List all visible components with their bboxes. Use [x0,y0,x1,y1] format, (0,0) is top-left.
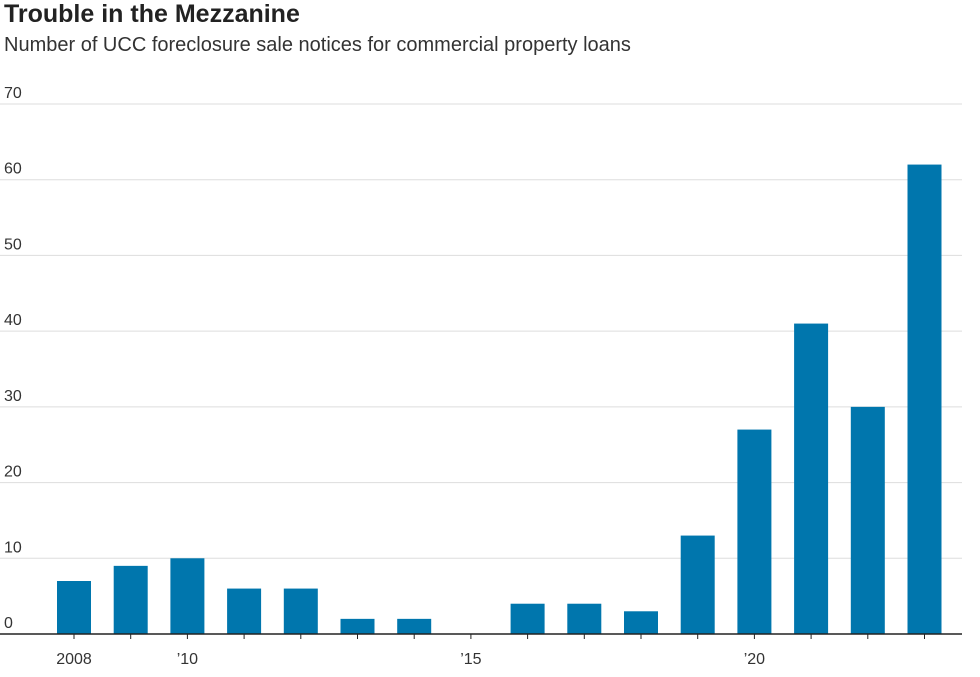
y-tick-label-0: 0 [4,615,13,632]
x-axis-ticks: 2008 ’10 ’15 ’20 [56,651,765,668]
y-tick-label-60: 60 [4,161,22,178]
bars [57,164,942,635]
x-tick-label-2010: ’10 [177,651,198,668]
bar-2023 [907,164,942,635]
bar-2008 [57,581,91,634]
bar-2018 [624,611,658,634]
bar-2016 [510,603,545,634]
bar-2013 [340,618,375,634]
y-tick-label-10: 10 [4,539,22,556]
y-tick-label-20: 20 [4,464,22,481]
bar-2022 [850,406,885,634]
bar-2019 [680,535,715,634]
bar-2010 [170,558,205,634]
y-tick-label-30: 30 [4,388,22,405]
chart-subtitle: Number of UCC foreclosure sale notices f… [4,34,631,56]
y-tick-label-70: 70 [4,85,22,102]
bar-2017 [567,603,602,634]
y-tick-label-50: 50 [4,236,22,253]
bar-2014 [397,618,432,634]
x-tick-label-2008: 2008 [56,651,92,668]
y-tick-label-40: 40 [4,312,22,329]
chart-title: Trouble in the Mezzanine [4,0,300,28]
bar-2012 [283,588,318,634]
x-axis [0,633,962,639]
x-tick-label-2020: ’20 [744,651,765,668]
bar-2021 [794,323,829,634]
y-axis-ticks: 0 10 20 30 40 50 60 70 [4,85,22,632]
bar-2009 [113,565,148,634]
bar-2020 [737,429,772,634]
bar-2011 [227,588,262,634]
x-tick-label-2015: ’15 [460,651,481,668]
